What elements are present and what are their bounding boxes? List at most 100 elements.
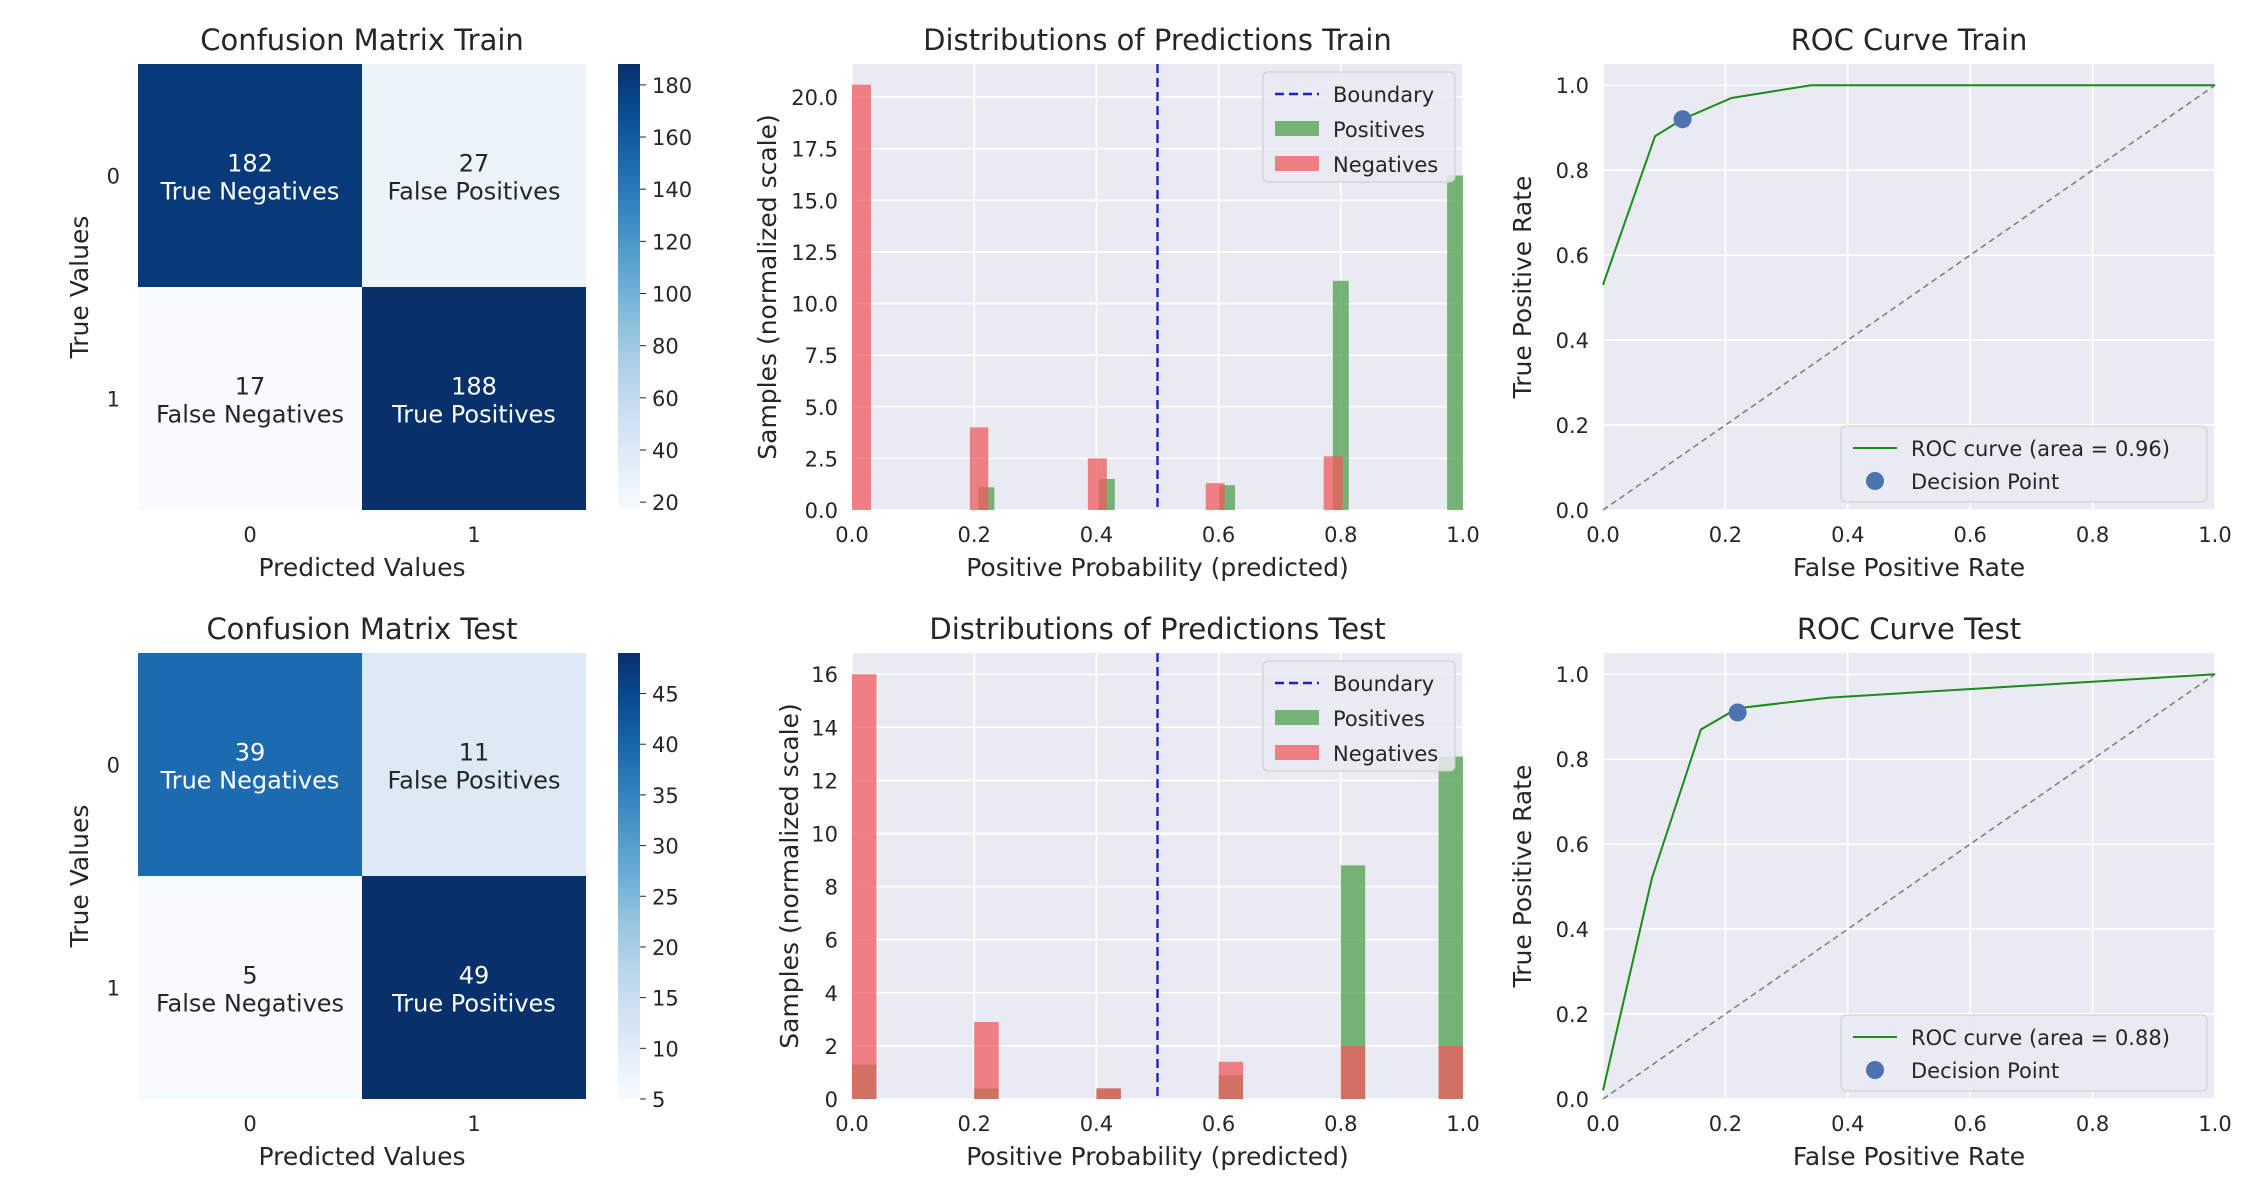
x-tick-label: 0.8 xyxy=(1324,1112,1357,1136)
matrix-cell xyxy=(362,64,586,287)
y-tick-label: 0 xyxy=(825,1088,838,1112)
cell-label: True Positives xyxy=(391,990,556,1018)
y-tick-label: 0.2 xyxy=(1556,414,1589,438)
legend-swatch xyxy=(1275,156,1319,171)
x-tick-label: 0.6 xyxy=(1953,523,1986,547)
cell-label: False Positives xyxy=(388,178,561,206)
y-axis-label: True Values xyxy=(65,805,94,949)
x-tick-label: 0.0 xyxy=(1586,1112,1619,1136)
colorbar-tick-label: 160 xyxy=(652,126,692,150)
cell-value: 17 xyxy=(235,373,266,401)
chart-title: Confusion Matrix Train xyxy=(200,23,524,57)
y-tick-label: 17.5 xyxy=(791,138,838,162)
x-tick-label: 0.6 xyxy=(1953,1112,1986,1136)
colorbar xyxy=(618,64,640,510)
roc-panel-2: 0.0 0.2 0.4 0.6 0.8 1.0 0.0 0.2 0.4 0.6 0.8 1.0 ROC … xyxy=(1508,23,2232,582)
x-tick-label: 0.2 xyxy=(1709,1112,1742,1136)
y-tick-label: 1 xyxy=(107,388,120,412)
legend-label: ROC curve (area = 0.88) xyxy=(1911,1026,2170,1050)
y-tick-label: 14 xyxy=(811,716,838,740)
cell-label: False Positives xyxy=(388,767,561,795)
positives-bar xyxy=(1447,175,1463,510)
negatives-bar xyxy=(1340,1045,1366,1099)
colorbar-tick-label: 15 xyxy=(652,987,679,1011)
x-tick-label: 0.4 xyxy=(1080,523,1113,547)
y-tick-label: 16 xyxy=(811,663,838,687)
cell-value: 182 xyxy=(227,150,273,178)
negatives-bar xyxy=(852,84,871,511)
x-tick-label: 0.8 xyxy=(2076,523,2109,547)
y-tick-label: 12.5 xyxy=(791,241,838,265)
decision-point-marker xyxy=(1673,110,1692,129)
y-tick-label: 8 xyxy=(825,876,838,900)
colorbar-tick-label: 40 xyxy=(652,733,679,757)
y-tick-label: 20.0 xyxy=(791,86,838,110)
legend-decision-swatch xyxy=(1866,1061,1884,1079)
matrix-cell xyxy=(362,653,586,876)
chart-title: ROC Curve Train xyxy=(1791,23,2028,57)
y-tick-label: 6 xyxy=(825,929,838,953)
cell-label: False Negatives xyxy=(156,401,344,429)
legend-swatch xyxy=(1275,745,1319,760)
y-tick-label: 0.6 xyxy=(1556,244,1589,268)
colorbar-tick-label: 45 xyxy=(652,683,679,707)
y-tick-label: 0.6 xyxy=(1556,833,1589,857)
x-tick-label: 0 xyxy=(243,1112,256,1136)
y-tick-label: 0 xyxy=(107,754,120,778)
x-tick-label: 0.2 xyxy=(957,523,990,547)
legend-label: Decision Point xyxy=(1911,470,2059,494)
matrix-cell xyxy=(362,876,586,1099)
matrix-cell xyxy=(138,64,362,287)
legend-decision-swatch xyxy=(1866,472,1884,490)
y-tick-label: 12 xyxy=(811,769,838,793)
y-tick-label: 0.8 xyxy=(1556,159,1589,183)
chart-title: Confusion Matrix Test xyxy=(206,612,517,646)
cell-label: False Negatives xyxy=(156,990,344,1018)
chart-title: Distributions of Predictions Train xyxy=(923,23,1392,57)
roc-curve-line xyxy=(1602,84,2215,286)
y-tick-label: 0.4 xyxy=(1556,918,1589,942)
x-tick-label: 0.2 xyxy=(957,1112,990,1136)
y-tick-label: 15.0 xyxy=(791,189,838,213)
cell-value: 11 xyxy=(459,739,490,767)
y-tick-label: 1.0 xyxy=(1556,663,1589,687)
legend-box xyxy=(1262,660,1456,772)
x-tick-label: 0.8 xyxy=(2076,1112,2109,1136)
negatives-bar xyxy=(1096,1088,1121,1099)
y-tick-label: 10 xyxy=(811,823,838,847)
legend-label: Negatives xyxy=(1333,153,1438,177)
legend-box xyxy=(1840,425,2208,503)
legend-label: Decision Point xyxy=(1911,1059,2059,1083)
colorbar-tick-label: 25 xyxy=(652,885,679,909)
colorbar-tick-label: 100 xyxy=(652,283,692,307)
y-tick-label: 5.0 xyxy=(805,396,838,420)
negatives-bar xyxy=(1438,1045,1463,1099)
negatives-bar xyxy=(852,674,877,1099)
matrix-cell xyxy=(138,287,362,510)
x-tick-label: 0.0 xyxy=(835,523,868,547)
x-tick-label: 1.0 xyxy=(1446,1112,1479,1136)
negatives-bar xyxy=(969,427,989,510)
x-tick-label: 0.0 xyxy=(1586,523,1619,547)
decision-point-marker xyxy=(1728,703,1747,722)
legend-label: Positives xyxy=(1333,707,1425,731)
x-tick-label: 0.6 xyxy=(1202,523,1235,547)
matrix-cell xyxy=(362,287,586,510)
negatives-bar xyxy=(1087,458,1107,510)
y-tick-label: 0.0 xyxy=(1556,499,1589,523)
x-tick-label: 0.4 xyxy=(1831,1112,1864,1136)
legend-label: Negatives xyxy=(1333,742,1438,766)
y-axis-label: Samples (normalized scale) xyxy=(775,703,804,1049)
cell-label: True Positives xyxy=(391,401,556,429)
cell-value: 27 xyxy=(459,150,490,178)
legend-label: ROC curve (area = 0.96) xyxy=(1911,437,2170,461)
cell-value: 39 xyxy=(235,739,266,767)
y-tick-label: 2.5 xyxy=(805,447,838,471)
x-tick-label: 1.0 xyxy=(1446,523,1479,547)
y-tick-label: 2 xyxy=(825,1035,838,1059)
roc-panel-5: 0.0 0.2 0.4 0.6 0.8 1.0 0.0 0.2 0.4 0.6 0.8 1.0 ROC … xyxy=(1508,612,2232,1171)
negatives-bar xyxy=(974,1022,999,1099)
colorbar-tick-label: 20 xyxy=(652,491,679,515)
chart-title: Distributions of Predictions Test xyxy=(929,612,1385,646)
